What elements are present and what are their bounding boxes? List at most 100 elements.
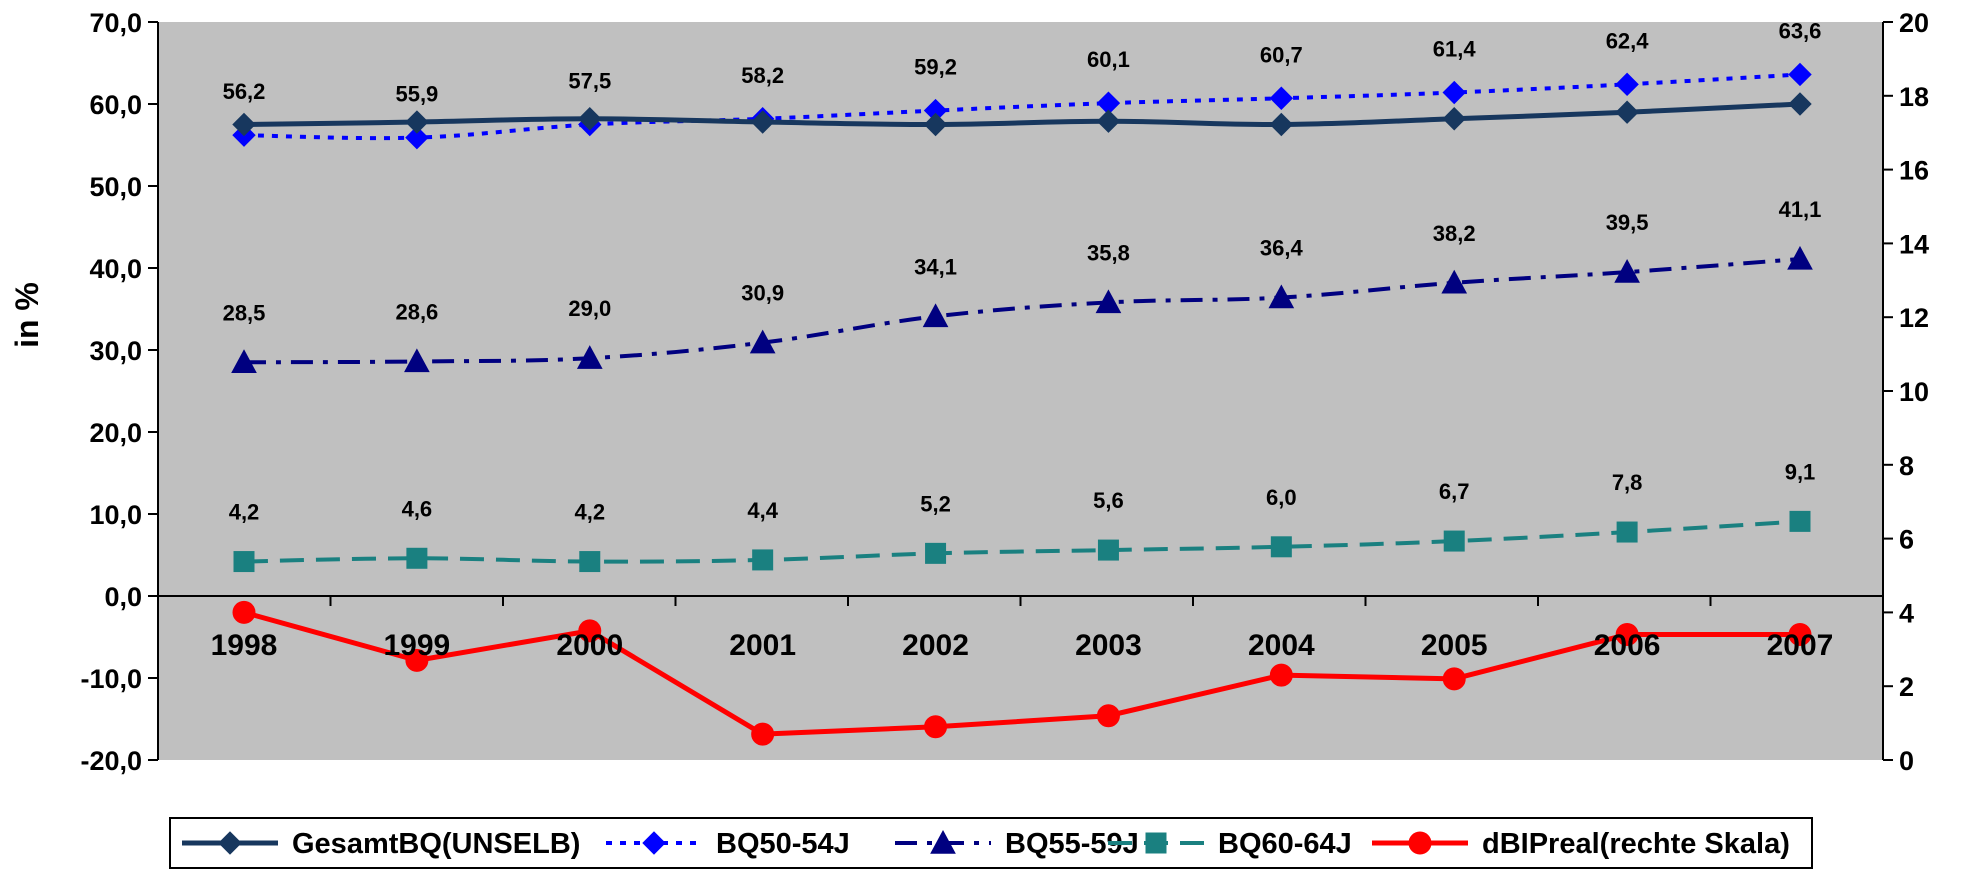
series-marker — [1615, 72, 1639, 97]
data-label: 63,6 — [1779, 18, 1822, 43]
series-marker — [1269, 112, 1294, 137]
data-label: 6,7 — [1439, 479, 1470, 504]
data-label: 30,9 — [741, 281, 784, 306]
data-label: 4,2 — [229, 500, 260, 525]
y-left-tick-label: 60,0 — [89, 90, 142, 120]
y-right-tick-label: 18 — [1899, 82, 1929, 112]
data-label: 39,5 — [1606, 210, 1649, 235]
data-label: 59,2 — [914, 55, 957, 80]
series-marker — [1789, 510, 1811, 532]
x-tick-label: 2003 — [1075, 629, 1142, 662]
data-label: 4,4 — [747, 498, 778, 523]
x-tick-label: 2001 — [729, 629, 796, 662]
legend-label: GesamtBQ(UNSELB) — [292, 828, 580, 860]
plot-area — [158, 22, 1883, 760]
series-marker — [1788, 92, 1812, 116]
legend-entry: BQ50-54J — [606, 828, 850, 860]
y-left-tick-label: 30,0 — [89, 336, 142, 366]
series-marker — [232, 112, 256, 137]
series-gesamtbq-unselb- — [232, 92, 1812, 137]
data-label: 34,1 — [914, 254, 957, 279]
legend-label: BQ60-64J — [1218, 828, 1352, 860]
data-labels: 56,2 55,9 57,5 58,2 59,2 60,1 60,7 61,4 62,4 63,6… — [211, 18, 1834, 662]
data-label: 61,4 — [1433, 37, 1477, 62]
x-tick-label: 2004 — [1248, 629, 1315, 662]
y-right-tick-label: 20 — [1899, 8, 1929, 38]
data-label: 28,5 — [223, 300, 266, 325]
data-label: 58,2 — [741, 63, 784, 88]
series-marker — [1788, 623, 1812, 647]
series-marker — [578, 107, 602, 131]
y-right-tick-label: 16 — [1899, 156, 1929, 186]
x-tick-label: 2006 — [1594, 629, 1661, 662]
series-marker — [752, 549, 774, 571]
legend-marker — [1145, 832, 1167, 854]
y-axis-title: in % — [9, 282, 45, 348]
y-left-tick-label: 40,0 — [89, 254, 142, 284]
series-marker — [406, 547, 428, 569]
y-left-tick-label: -10,0 — [80, 664, 142, 694]
legend-marker — [1408, 831, 1432, 855]
series-marker — [750, 110, 775, 134]
data-label: 38,2 — [1433, 221, 1476, 246]
x-tick-label: 2000 — [556, 629, 623, 662]
series-marker — [405, 648, 429, 672]
data-label: 41,1 — [1779, 197, 1822, 222]
series-marker — [1441, 269, 1468, 294]
series-bq55-59j — [231, 245, 1813, 373]
series-marker — [1442, 80, 1466, 105]
series-marker — [922, 303, 949, 328]
series-line — [243, 519, 1801, 564]
series-marker — [232, 600, 256, 624]
series-marker — [1615, 100, 1639, 124]
data-label: 60,1 — [1087, 47, 1130, 72]
series-marker — [1787, 245, 1813, 270]
series-marker — [1269, 86, 1294, 110]
legend-marker — [218, 831, 242, 855]
series-marker — [404, 348, 430, 373]
series-marker — [1270, 536, 1292, 558]
y-right-tick-label: 0 — [1899, 746, 1914, 776]
x-tick-label: 2002 — [902, 629, 969, 662]
series-bq60-64j — [233, 510, 1811, 573]
data-label: 4,6 — [402, 496, 433, 521]
y-right-tick-label: 14 — [1899, 229, 1929, 259]
series-marker — [1442, 667, 1466, 691]
y-right-tick-label: 10 — [1899, 377, 1929, 407]
x-tick-label: 2005 — [1421, 629, 1488, 662]
legend-entry: dBIPreal(rechte Skala) — [1372, 828, 1790, 860]
y-right-tick-label: 2 — [1899, 672, 1914, 702]
series-marker — [578, 619, 602, 643]
series-marker — [579, 551, 601, 573]
series-marker — [231, 349, 257, 373]
y-left-tick-label: 20,0 — [89, 418, 142, 448]
axes: -20,0 -10,0 0,0 10,0 20,0 30,0 40,0 50,0 60,0 70,… — [80, 8, 1929, 776]
y-right-tick-label: 6 — [1899, 525, 1914, 555]
legend-label: BQ50-54J — [716, 828, 850, 860]
data-label: 6,0 — [1266, 485, 1297, 510]
y-left-tick-label: 0,0 — [104, 582, 142, 612]
series-marker — [1442, 107, 1466, 131]
series-marker — [925, 542, 947, 564]
legend-marker — [930, 829, 956, 854]
series-marker — [924, 715, 948, 739]
data-label: 35,8 — [1087, 240, 1130, 265]
series-marker — [1615, 623, 1639, 647]
data-label: 55,9 — [395, 82, 438, 107]
series-marker — [405, 110, 429, 134]
x-tick-label: 2007 — [1767, 629, 1834, 662]
series-marker — [1616, 521, 1638, 543]
series-dbipreal-rechte-skala- — [232, 600, 1812, 746]
series-marker — [1614, 259, 1640, 283]
series-marker — [1096, 109, 1121, 133]
series-marker — [1788, 62, 1812, 87]
series-marker — [1096, 704, 1120, 728]
series-marker — [751, 722, 775, 746]
y-left-tick-label: 10,0 — [89, 500, 142, 530]
x-tick-labels: 1998 1999 2000 2001 2002 2003 2004 2005 2006 2007 — [211, 629, 1834, 662]
series-marker — [1097, 539, 1119, 561]
y-left-tick-label: 70,0 — [89, 8, 142, 38]
series-marker — [405, 125, 429, 150]
data-label: 62,4 — [1606, 28, 1650, 53]
